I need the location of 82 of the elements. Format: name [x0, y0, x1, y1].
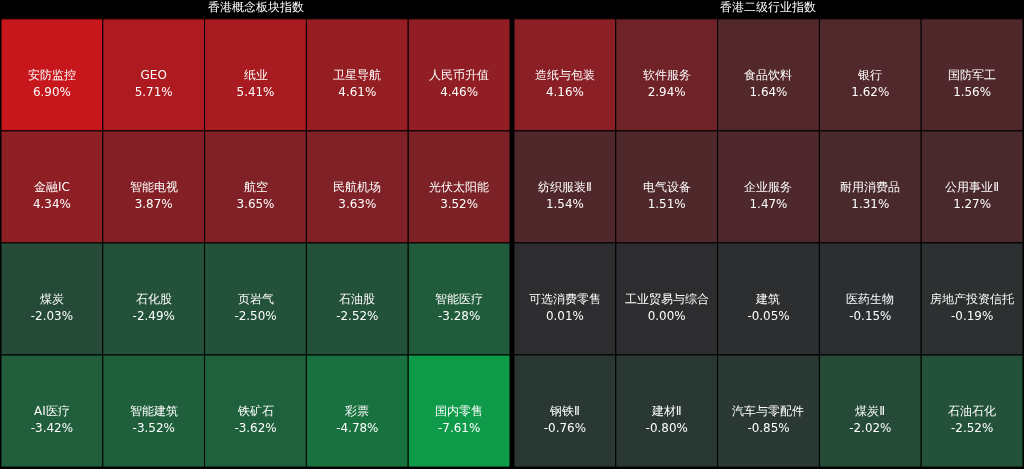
data-label: 5.41%	[236, 84, 275, 99]
category-label: 企业服务	[744, 179, 793, 194]
category-label: 造纸与包装	[534, 67, 595, 82]
data-label: -7.61%	[437, 420, 481, 435]
data-label: -0.76%	[543, 420, 587, 435]
category-label: 彩票	[345, 404, 370, 419]
data-label: 1.31%	[851, 196, 890, 211]
data-label: -2.50%	[234, 308, 277, 323]
category-label: 公用事业Ⅱ	[945, 179, 1000, 194]
category-label: 铁矿石	[236, 404, 274, 419]
category-label: 工业贸易与综合	[624, 291, 709, 306]
category-label: 建筑	[755, 291, 781, 306]
data-label: -2.52%	[336, 308, 379, 323]
category-label: 智能医疗	[435, 291, 484, 306]
category-label: 航空	[243, 179, 268, 194]
category-label: 金融IC	[33, 179, 70, 194]
text: 香港概念板块指数	[207, 0, 304, 15]
data-label: 4.16%	[545, 84, 584, 99]
data-label: 1.62%	[851, 84, 890, 99]
data-label: 5.71%	[134, 84, 173, 99]
category-label: 耐用消费品	[840, 179, 901, 194]
data-label: -0.85%	[747, 420, 790, 435]
data-label: 2.94%	[647, 84, 686, 99]
category-label: 人民币升值	[429, 67, 490, 82]
category-label: 建材Ⅱ	[650, 404, 682, 419]
data-label: -3.42%	[30, 420, 74, 435]
category-label: 煤炭Ⅱ	[855, 404, 886, 419]
category-label: 软件服务	[642, 67, 691, 82]
data-label: -3.52%	[132, 420, 175, 435]
data-label: -0.19%	[950, 308, 994, 323]
data-label: 3.65%	[236, 196, 275, 211]
data-label: -2.03%	[30, 308, 74, 323]
data-label: -0.05%	[747, 308, 790, 323]
data-label: 3.52%	[440, 196, 479, 211]
category-label: 石油股	[339, 291, 376, 306]
category-label: 纸业	[243, 67, 268, 82]
category-label: 汽车与零配件	[732, 404, 805, 419]
category-label: 国内零售	[435, 404, 484, 419]
category-label: 卫星导航	[333, 67, 382, 82]
category-label: 银行	[857, 67, 883, 82]
data-label: 4.61%	[338, 84, 377, 99]
category-label: 安防监控	[27, 67, 76, 82]
category-label: 食品饮料	[744, 67, 793, 82]
category-label: 民航机场	[333, 179, 382, 194]
data-label: -3.62%	[234, 420, 277, 435]
data-label: 1.54%	[545, 196, 584, 211]
category-label: 纺织服装Ⅱ	[537, 179, 592, 194]
data-label: -2.02%	[849, 420, 892, 435]
data-label: 1.47%	[749, 196, 788, 211]
category-label: 智能电视	[129, 179, 178, 194]
data-label: 4.34%	[32, 196, 71, 211]
data-label: 1.51%	[647, 196, 686, 211]
text: 香港二级行业指数	[720, 0, 817, 15]
data-label: 1.64%	[749, 84, 788, 99]
category-label: 国防军工	[948, 67, 997, 82]
category-label: 智能建筑	[129, 404, 178, 419]
data-label: -3.28%	[437, 308, 481, 323]
category-label: 光伏太阳能	[429, 179, 490, 194]
data-label: -0.15%	[849, 308, 892, 323]
data-label: -2.52%	[950, 420, 994, 435]
category-label: GEO	[140, 67, 167, 82]
data-label: 1.27%	[953, 196, 992, 211]
category-label: AI医疗	[34, 404, 70, 419]
data-label: -4.78%	[336, 420, 379, 435]
data-label: 0.00%	[647, 308, 686, 323]
category-label: 页岩气	[237, 291, 274, 306]
data-label: 6.90%	[32, 84, 71, 99]
category-label: 石油石化	[948, 404, 997, 419]
data-label: 3.87%	[134, 196, 173, 211]
data-label: -0.80%	[645, 420, 688, 435]
category-label: 煤炭	[39, 291, 64, 306]
category-label: 石化股	[135, 291, 172, 306]
category-label: 房地产投资信托	[930, 291, 1015, 306]
data-label: 1.56%	[953, 84, 992, 99]
category-label: 电气设备	[642, 179, 691, 194]
category-label: 钢铁Ⅱ	[548, 404, 580, 419]
data-label: 0.01%	[545, 308, 584, 323]
data-label: -2.49%	[132, 308, 175, 323]
data-label: 3.63%	[338, 196, 377, 211]
category-label: 可选消费零售	[528, 291, 601, 306]
category-label: 医药生物	[846, 291, 895, 306]
data-label: 4.46%	[440, 84, 479, 99]
